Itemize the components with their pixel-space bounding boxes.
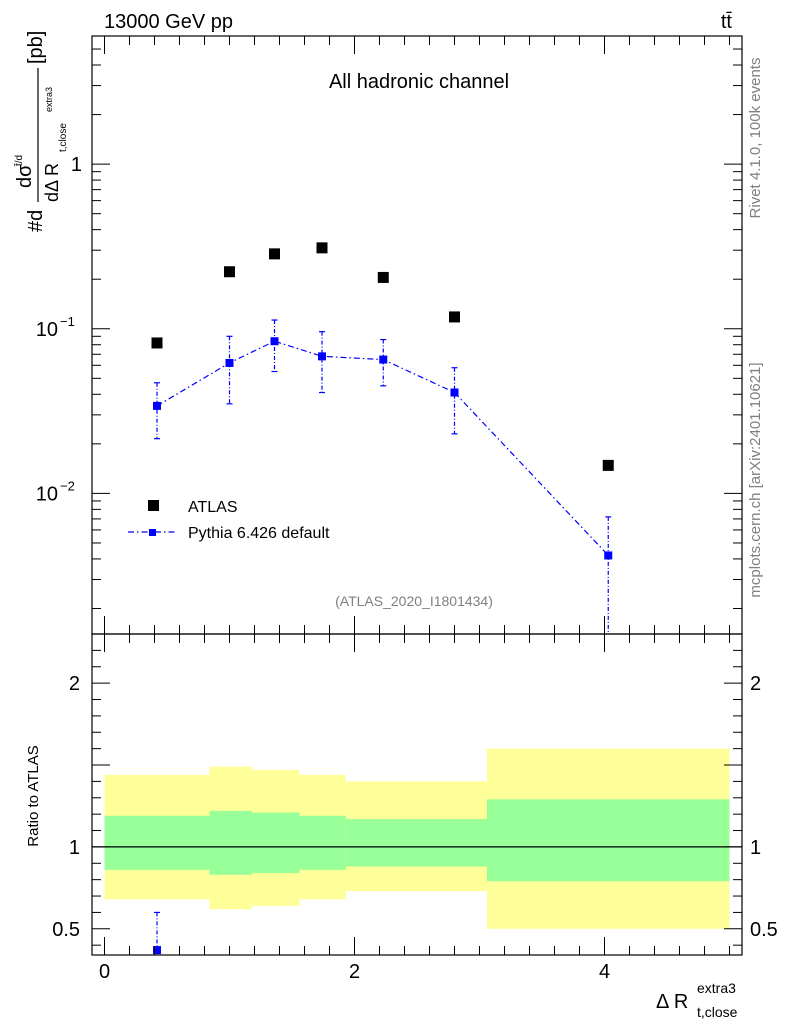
ratio-band-green [345,819,487,867]
main-y-tick-label: 1 [71,154,82,176]
main-y-tick-label: 10 [36,319,58,341]
y-label-prefix: #d [25,210,47,232]
main-axis-ticks: 110−110−2 [36,35,742,634]
y-label-numerator: dσ [14,164,36,188]
ratio-band-green [252,812,300,874]
x-label-main: Δ R [656,991,688,1013]
main-panel: All hadronic channel (ATLAS_2020_I180143… [36,35,743,635]
y-label-denominator-sub: t,close [58,123,69,152]
chart-title: All hadronic channel [329,71,509,93]
pythia-point [270,337,279,346]
ratio-y-axis-label: Ratio to ATLAS [25,745,42,846]
process-label: tt̄ [721,11,733,33]
legend-atlas-marker [148,500,159,511]
main-y-tick-exponent: −2 [60,478,75,493]
legend-pythia-label: Pythia 6.426 default [188,525,330,542]
main-y-tick-label: 10 [36,483,58,505]
ratio-plot-frame [91,633,743,956]
ratio-panel: 2 2 1 1 0.5 0.5 0 2 4 [52,633,778,983]
atlas-point [151,337,163,349]
y-label-numerator-sup: t̄/d [13,155,25,167]
ratio-y-tick-label-right: 0.5 [750,919,778,941]
atlas-point [316,242,328,254]
y-label-denominator-sup: extra3 [44,87,54,112]
ratio-band-green [104,815,210,870]
pythia-point [153,401,161,410]
atlas-point [449,311,460,323]
x-label-sub: t,close [697,1004,738,1020]
pythia-point [318,352,326,361]
x-tick-label: 2 [349,961,360,983]
ratio-band-green [209,810,252,875]
legend: ATLAS Pythia 6.426 default [128,499,330,542]
x-tick-label: 0 [99,961,110,983]
main-y-axis-label: #d dσ t̄/d dΔ R t,close extra3 [pb] [13,31,69,232]
ratio-y-tick-label-right: 1 [750,837,761,859]
x-axis-label: Δ R extra3 t,close [656,980,738,1020]
ratio-band-green [299,815,346,870]
energy-label: 13000 GeV pp [104,11,233,33]
ratio-uncertainty-bands [104,748,730,929]
y-label-unit: [pb] [25,31,47,64]
pythia-point [225,358,234,367]
atlas-point [269,248,280,260]
ratio-data-layer [92,846,742,955]
legend-pythia-marker [149,529,156,536]
ratio-pythia-point [153,946,161,955]
ratio-y-tick-label-left: 1 [69,837,80,859]
atlas-point [224,266,235,278]
ratio-y-tick-label-right: 2 [750,673,761,695]
main-y-tick-exponent: −1 [60,314,75,329]
ratio-axis-ticks: 2 2 1 1 0.5 0.5 0 2 4 [52,634,778,983]
main-data-layer [151,242,614,634]
y-label-denominator: dΔ R [42,163,62,202]
ratio-band-green [487,799,730,882]
mcplots-label: mcplots.cern.ch [arXiv:2401.10621] [747,362,764,597]
ratio-y-tick-label-left: 0.5 [52,919,80,941]
pythia-point [450,388,459,397]
legend-atlas-label: ATLAS [188,499,238,516]
analysis-label: (ATLAS_2020_I1801434) [335,593,493,609]
main-frame [91,35,743,635]
x-tick-label: 4 [599,961,610,983]
atlas-point [377,271,389,283]
pythia-point [379,355,388,364]
x-label-sup: extra3 [697,980,736,996]
rivet-version-label: Rivet 4.1.0, 100k events [747,58,764,219]
main-plot-frame [91,35,743,635]
pythia-point [604,551,613,560]
atlas-point [602,459,614,471]
ratio-y-tick-label-left: 2 [69,673,80,695]
ratio-frame [91,633,743,956]
